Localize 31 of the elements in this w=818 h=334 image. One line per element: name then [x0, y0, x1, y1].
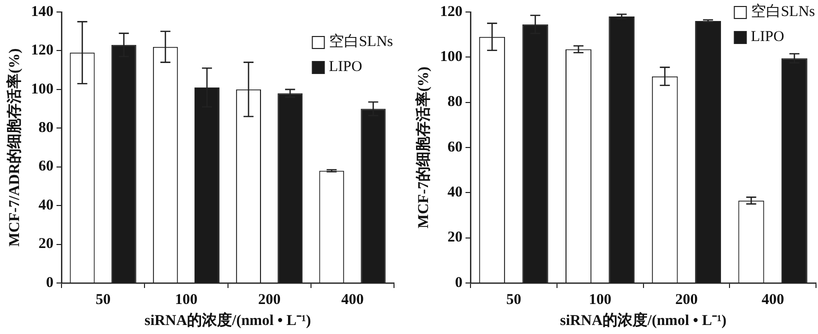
x-tick-label: 200 [258, 292, 281, 308]
y-tick-label: 20 [38, 236, 54, 252]
y-tick-label: 0 [46, 274, 54, 291]
y-tick-label: 60 [448, 139, 462, 156]
x-tick-label: 50 [506, 292, 522, 308]
y-tick-label: 120 [440, 4, 462, 20]
x-tick-label: 400 [341, 292, 364, 308]
y-tick-label: 40 [448, 184, 462, 201]
x-tick-label: 100 [588, 292, 612, 308]
y-tick-label: 100 [31, 81, 54, 98]
x-axis-title: siRNA的浓度/(nmol • L⁻¹) [560, 310, 726, 329]
legend-label: 空白SLNs [750, 2, 816, 20]
y-tick-label: 140 [31, 4, 54, 20]
x-tick-label: 100 [174, 292, 198, 308]
y-axis-title: MCF-7/ADR的细胞存活率(%) [4, 48, 23, 247]
y-tick-label: 100 [440, 49, 462, 66]
y-tick-label: 40 [38, 197, 54, 214]
y-tick-label: 80 [38, 120, 54, 136]
legend-label: LIPO [750, 28, 784, 45]
y-tick-label: 0 [455, 274, 462, 291]
y-tick-label: 60 [38, 158, 54, 175]
y-tick-label: 120 [31, 42, 54, 59]
y-tick-label: 20 [448, 230, 462, 246]
x-axis-title: siRNA的浓度/(nmol • L⁻¹) [144, 310, 311, 329]
x-tick-label: 400 [762, 292, 784, 308]
y-tick-label: 80 [448, 94, 462, 110]
legend-label: LIPO [328, 58, 362, 75]
y-axis-title: MCF-7的细胞存活率(%) [414, 66, 432, 228]
legend-label: 空白SLNs [328, 32, 394, 50]
x-tick-label: 200 [675, 292, 698, 308]
x-tick-label: 50 [96, 292, 111, 308]
